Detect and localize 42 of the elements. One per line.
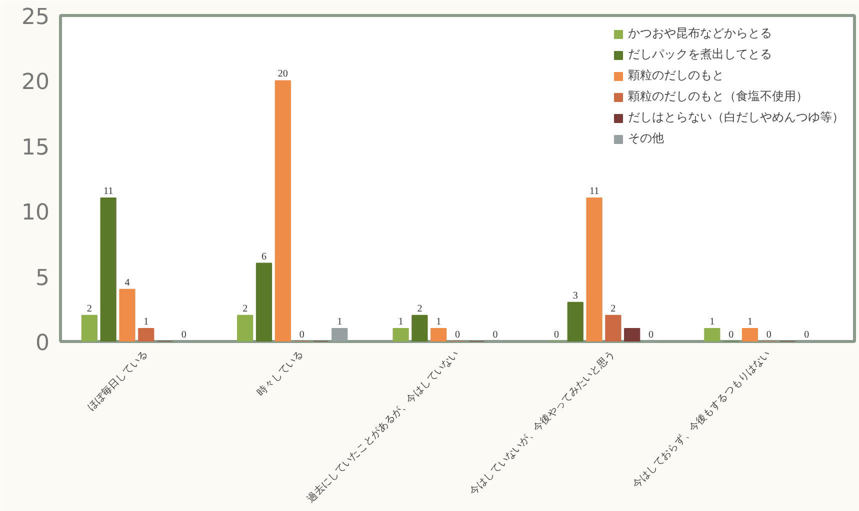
x-tick-label: ほぼ毎日している xyxy=(84,348,150,413)
data-label: 11 xyxy=(104,186,114,198)
data-label: 0 xyxy=(455,330,460,340)
data-label: 1 xyxy=(144,316,149,328)
data-label: 2 xyxy=(610,303,616,314)
data-label: 0 xyxy=(492,330,498,340)
y-tick-label: 25 xyxy=(22,5,50,30)
legend-label: だしはとらない（白だしやめんつゆ等） xyxy=(628,109,844,126)
data-label: 0 xyxy=(728,330,734,340)
data-label: 2 xyxy=(86,303,92,314)
data-label: 0 xyxy=(299,330,304,340)
data-label: 6 xyxy=(262,251,267,262)
data-label: 3 xyxy=(572,290,578,302)
data-label: 0 xyxy=(181,330,186,340)
data-label: 1 xyxy=(436,316,442,328)
data-label: 1 xyxy=(337,316,342,328)
data-label: 20 xyxy=(278,68,288,80)
y-tick-label: 10 xyxy=(22,200,50,226)
data-label: 0 xyxy=(554,330,559,340)
data-label: 1 xyxy=(747,316,752,328)
legend-label: かつおや昆布などからとる xyxy=(628,25,772,42)
legend-label: 顆粒のだしのもと（食塩不使用） xyxy=(628,88,808,105)
y-tick-label: 0 xyxy=(36,331,50,356)
data-label: 2 xyxy=(242,303,248,314)
legend-label: だしパックを煮出してとる xyxy=(628,46,772,63)
data-label: 4 xyxy=(124,277,130,288)
x-tick-label: 時々している xyxy=(254,348,306,399)
y-tick-label: 15 xyxy=(22,135,50,160)
data-label: 2 xyxy=(417,303,422,314)
y-tick-label: 20 xyxy=(22,70,50,96)
x-tick-label: 今はしておらず、今後もするつもりはない xyxy=(630,348,773,491)
data-label: 0 xyxy=(648,330,654,340)
legend-label: 顆粒のだしのもと xyxy=(628,67,724,84)
data-label: 11 xyxy=(589,186,600,198)
data-label: 0 xyxy=(804,330,810,340)
data-label: 1 xyxy=(710,316,715,328)
y-tick-label: 5 xyxy=(36,266,50,291)
data-label: 1 xyxy=(398,316,404,328)
legend-label: その他 xyxy=(628,130,664,147)
x-tick-label: 過去にしていたことがあるが、今はしていない xyxy=(304,348,462,505)
data-label: 0 xyxy=(766,330,772,340)
x-tick-label: 今はしていないが、今後やってみたいと思う xyxy=(467,348,618,498)
